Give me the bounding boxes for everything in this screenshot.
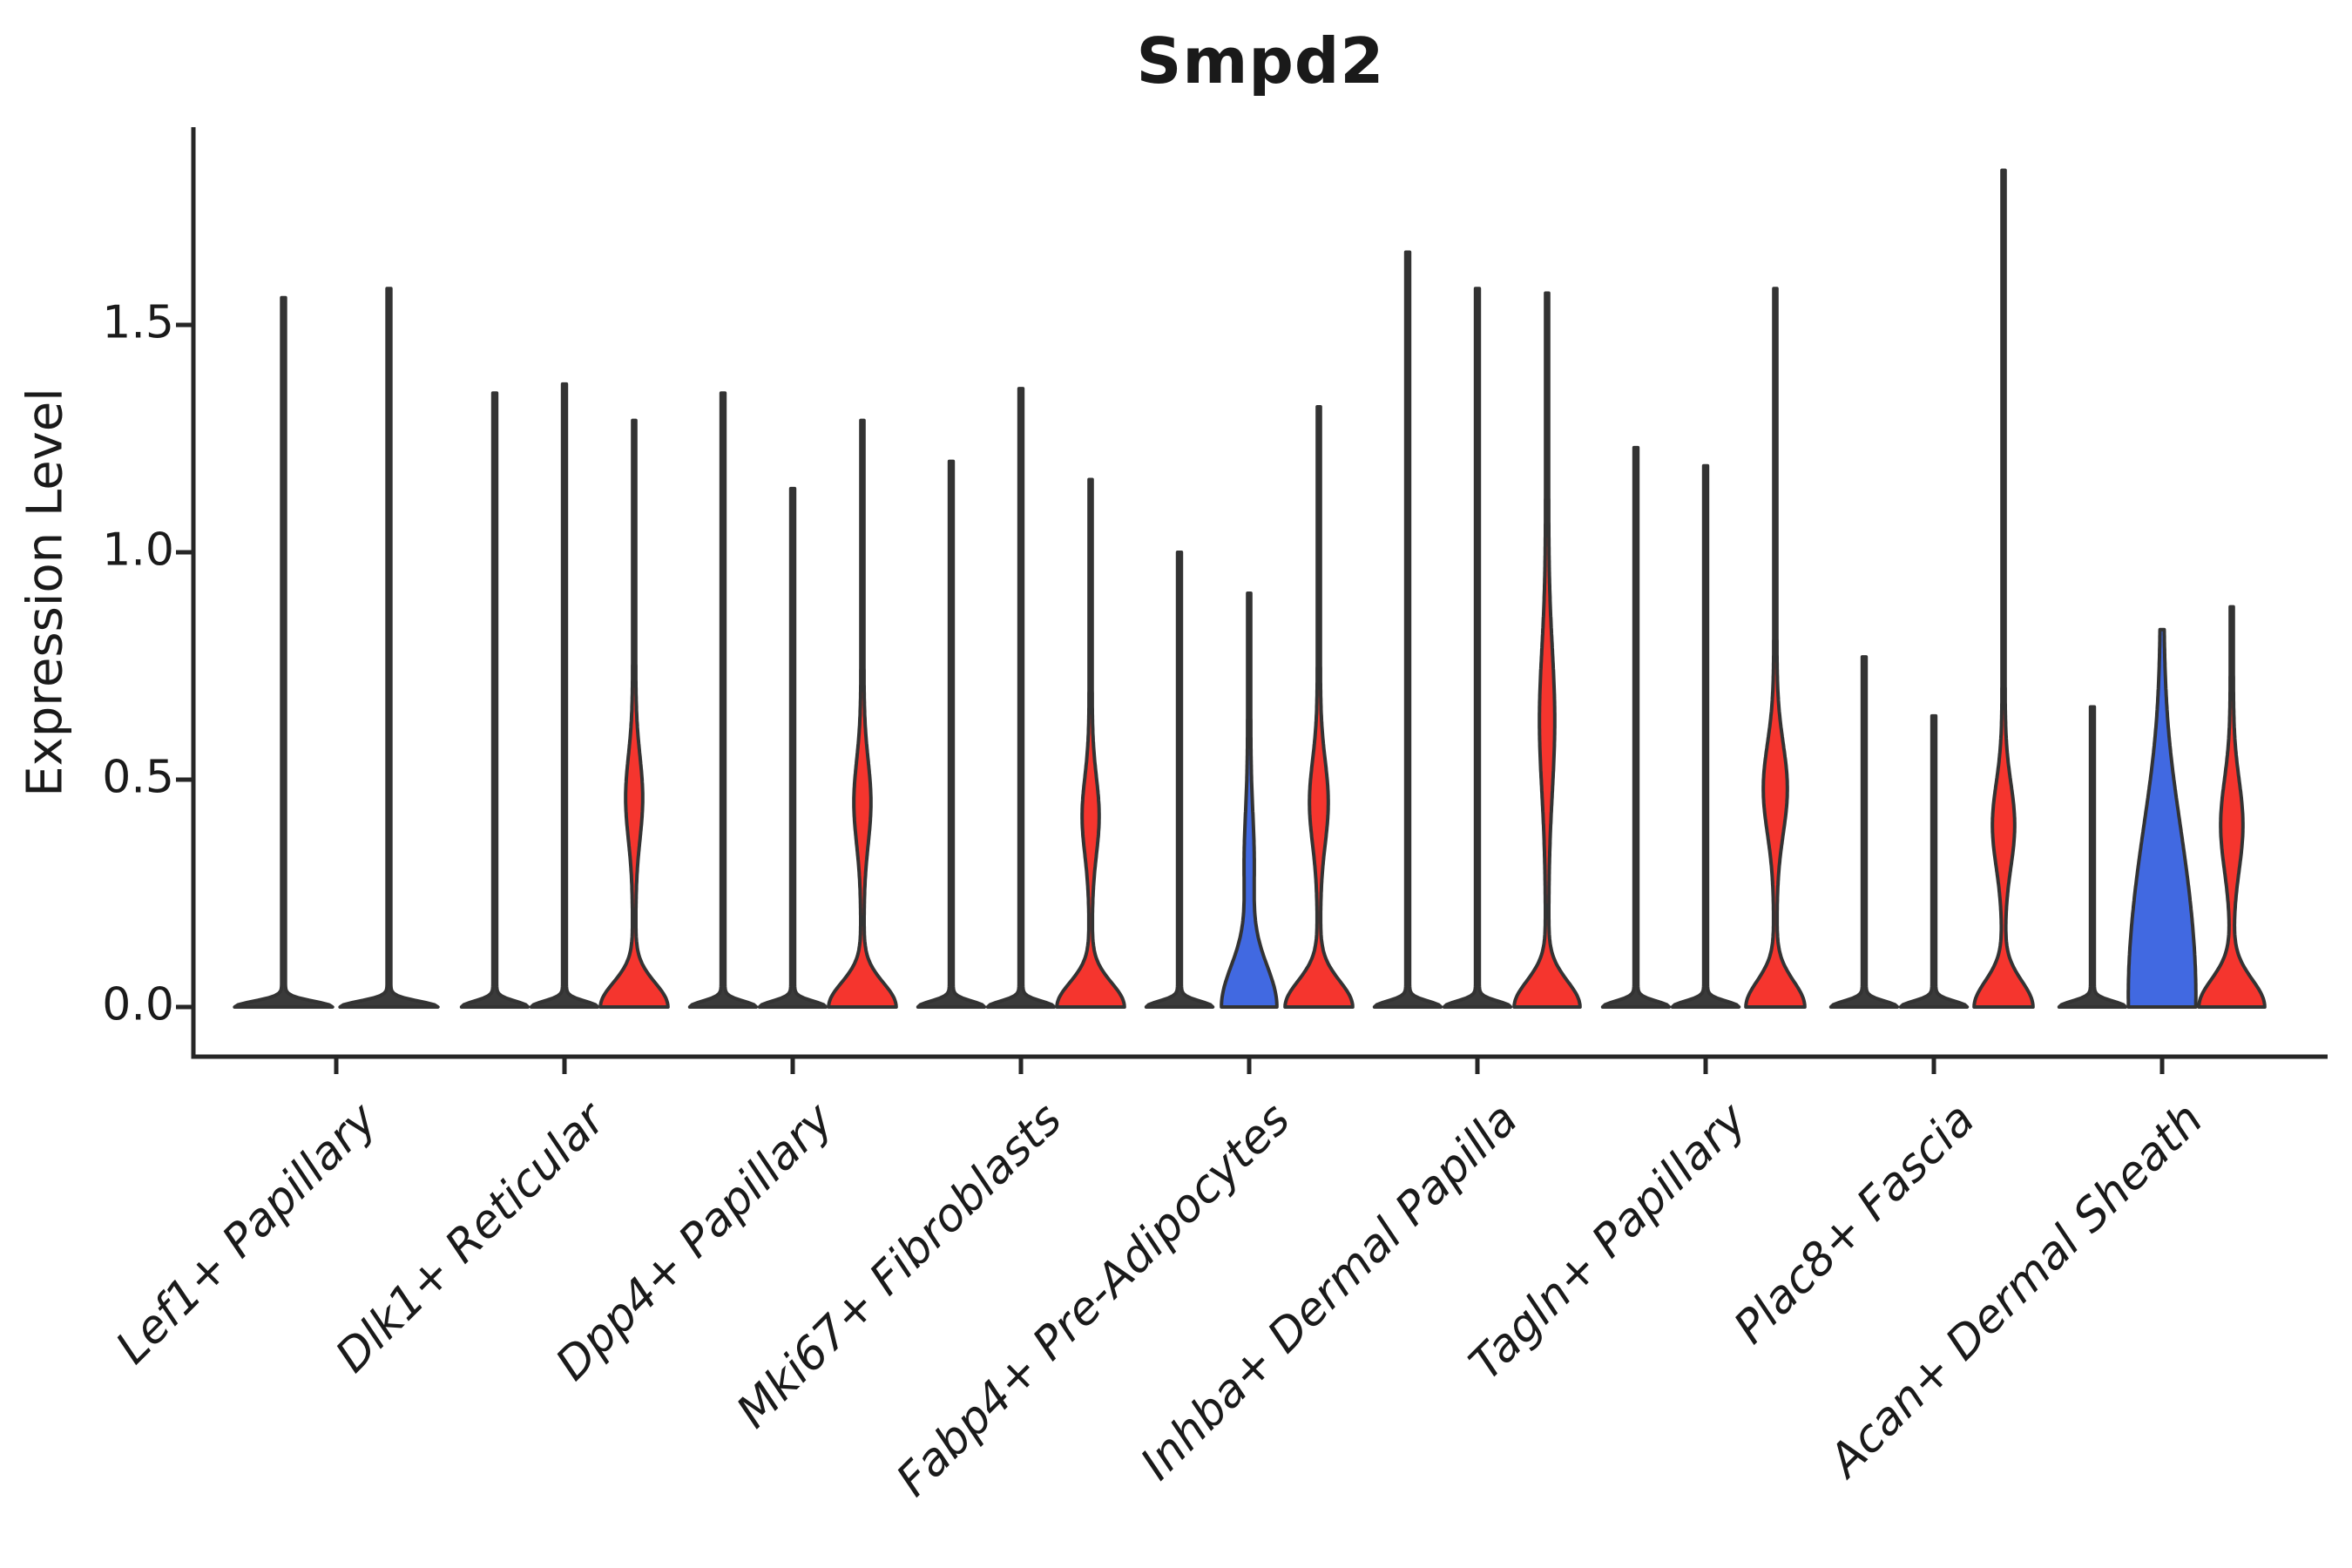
violin-mki67-2-unfilled bbox=[985, 387, 1057, 1009]
violin-plac8-2-unfilled bbox=[1898, 713, 1970, 1009]
violin-acan-1-unfilled bbox=[2057, 705, 2128, 1009]
violin-tagln-3-red bbox=[1744, 287, 1807, 1009]
y-tick-label: 0.5 bbox=[102, 751, 174, 804]
violin-acan-2-blue bbox=[2126, 627, 2198, 1009]
violin-acan-3-red bbox=[2197, 605, 2267, 1009]
violin-tagln-2-unfilled bbox=[1670, 463, 1741, 1009]
violin-dpp4-2-unfilled bbox=[757, 486, 828, 1009]
violin-fabp4-2-blue bbox=[1220, 591, 1279, 1009]
y-axis-label: Expression Level bbox=[17, 388, 74, 797]
violin-inhba-2-unfilled bbox=[1442, 287, 1513, 1009]
violin-dpp4-3-red bbox=[827, 418, 898, 1009]
violin-plac8-3-red bbox=[1972, 168, 2035, 1009]
violin-lef1-1-unfilled bbox=[233, 295, 335, 1009]
y-tick-label: 1.5 bbox=[102, 296, 174, 349]
violin-tagln-1-unfilled bbox=[1600, 445, 1672, 1009]
violin-dlk1-1-unfilled bbox=[459, 391, 531, 1009]
violin-dlk1-2-unfilled bbox=[529, 382, 600, 1009]
chart-title: Smpd2 bbox=[1136, 24, 1385, 98]
violin-dpp4-1-unfilled bbox=[687, 391, 759, 1009]
violin-mki67-1-unfilled bbox=[916, 459, 987, 1009]
violin-lef1-2-unfilled bbox=[338, 287, 440, 1009]
y-tick-label: 1.0 bbox=[102, 524, 174, 577]
violin-dlk1-3-red bbox=[598, 418, 670, 1009]
violin-inhba-3-red bbox=[1512, 291, 1582, 1009]
violin-mki67-3-red bbox=[1055, 477, 1126, 1009]
y-tick-label: 0.0 bbox=[102, 978, 174, 1031]
violin-fabp4-3-red bbox=[1283, 405, 1355, 1009]
violin-fabp4-1-unfilled bbox=[1144, 551, 1215, 1009]
violin-plac8-1-unfilled bbox=[1828, 655, 1900, 1009]
violin-inhba-1-unfilled bbox=[1372, 250, 1443, 1009]
